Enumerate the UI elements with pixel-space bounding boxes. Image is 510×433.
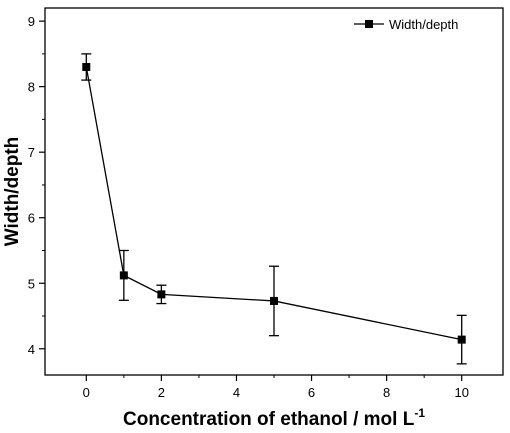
x-axis-title-main: Concentration of ethanol / mol L [123, 409, 415, 430]
y-tick-label: 8 [28, 80, 35, 95]
y-axis-title: Width/depth [2, 137, 23, 247]
legend-label: Width/depth [389, 17, 458, 32]
y-tick-label: 9 [28, 14, 35, 29]
x-tick-label: 4 [233, 385, 240, 400]
axis-ticks-group: 0 2 4 6 8 10 4 5 6 7 8 9 [28, 14, 469, 400]
data-point [82, 62, 91, 71]
legend: Width/depth [354, 17, 458, 32]
x-axis-title: Concentration of ethanol / mol L-1 [123, 406, 425, 430]
y-tick-label: 7 [28, 145, 35, 160]
x-tick-label: 6 [308, 385, 315, 400]
x-tick-label: 10 [454, 385, 468, 400]
x-axis-title-superscript: -1 [414, 406, 425, 420]
x-tick-label: 8 [383, 385, 390, 400]
data-point [119, 271, 128, 280]
data-point [457, 335, 466, 344]
y-tick-label: 6 [28, 211, 35, 226]
x-tick-label: 2 [158, 385, 165, 400]
data-point [270, 296, 278, 305]
y-tick-label: 4 [28, 342, 35, 357]
data-point [157, 290, 166, 299]
legend-marker-sample [365, 20, 373, 28]
y-tick-label: 5 [28, 276, 35, 291]
series-group [81, 53, 467, 365]
x-tick-label: 0 [83, 385, 90, 400]
